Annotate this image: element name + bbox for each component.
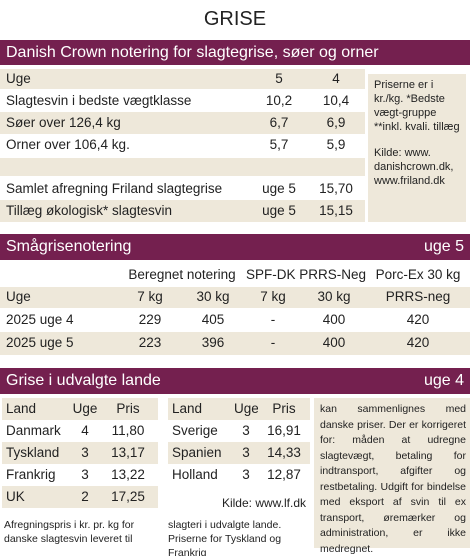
table-cell: Orner over 106,4 kg.	[6, 137, 130, 152]
section-heading: Smågrisenotering uge 5	[0, 234, 470, 260]
table-cell: 5,7	[269, 137, 289, 152]
header-cell: Uge	[72, 401, 98, 416]
table-cell: 10,2	[265, 93, 293, 108]
table-cell: 13,22	[111, 467, 145, 482]
table-cell: 17,25	[111, 489, 145, 504]
header-cell: Pris	[116, 401, 140, 416]
row-bg	[2, 398, 158, 420]
table-cell: 3	[81, 467, 89, 482]
row-bg	[0, 287, 470, 308]
header-cell: 7 kg	[260, 289, 286, 304]
table-cell: 3	[81, 445, 89, 460]
row-bg	[168, 442, 310, 464]
week: uge 5	[423, 238, 464, 255]
row-bg	[0, 200, 365, 222]
header-cell: Land	[172, 401, 203, 416]
table-cell: 2025 uge 4	[6, 312, 74, 327]
row-bg	[168, 398, 310, 420]
table-cell: 16,91	[267, 423, 301, 438]
header-cell: 30 kg	[317, 289, 351, 304]
note-box: Priserne er i kr./kg. *Bedste vægt-grupp…	[368, 74, 466, 222]
header-cell: PRRS-neg	[385, 289, 451, 304]
table-cell: Frankrig	[6, 467, 56, 482]
table-cell: uge 5	[262, 203, 296, 218]
body-text: slagteri i udvalgte lande. Priserne for …	[168, 519, 282, 556]
row-bg	[0, 158, 365, 176]
header-cell: Pris	[272, 401, 296, 416]
group-header: Beregnet notering	[128, 267, 236, 282]
table-cell: 15,15	[319, 203, 353, 218]
header-cell: 4	[332, 71, 340, 86]
table-cell: 6,7	[269, 115, 289, 130]
table-cell: Sverige	[172, 423, 218, 438]
body-text: Afregningspris i kr. pr. kg for danske s…	[4, 519, 135, 545]
table-cell: Tillæg økologisk* slagtesvin	[6, 203, 173, 218]
table-cell: 2	[81, 489, 89, 504]
row-bg	[2, 486, 158, 508]
table-cell: UK	[6, 489, 25, 504]
table-cell: uge 5	[262, 181, 296, 196]
table-cell: 229	[138, 312, 162, 327]
heading-text: Grise i udvalgte lande	[6, 372, 161, 389]
header-cell: 7 kg	[137, 289, 163, 304]
table-cell: 400	[322, 335, 346, 350]
table-cell: 420	[406, 335, 430, 350]
source: Kilde: www. danishcrown.dk, www.friland.…	[374, 147, 454, 187]
table-cell: 3	[242, 445, 250, 460]
table-cell: Søer over 126,4 kg	[6, 115, 121, 130]
header-cell: 30 kg	[196, 289, 230, 304]
row-bg	[0, 332, 470, 355]
table-cell: Tyskland	[6, 445, 60, 460]
table-cell: 3	[242, 423, 250, 438]
table-cell: 13,17	[111, 445, 145, 460]
text-bg	[314, 398, 470, 548]
note: Priserne er i kr./kg. *Bedste vægt-grupp…	[374, 79, 460, 133]
heading-text: Smågrisenotering	[6, 238, 132, 255]
table-cell: 420	[406, 312, 430, 327]
section-heading: Grise i udvalgte lande uge 4	[0, 368, 470, 394]
table-cell: Spanien	[172, 445, 222, 460]
group-header: SPF-DK PRRS-Neg	[246, 267, 366, 282]
table-cell: 5,9	[326, 137, 346, 152]
table-cell: 4	[81, 423, 89, 438]
header-cell: Uge	[234, 401, 258, 416]
header-cell: Land	[6, 401, 37, 416]
table-cell: Slagtesvin i bedste vægtklasse	[6, 93, 192, 108]
table-cell: 10,4	[322, 93, 350, 108]
row-bg	[2, 442, 158, 464]
table-cell: 11,80	[111, 423, 145, 438]
table-cell: -	[270, 335, 276, 350]
table-cell: 6,9	[326, 115, 346, 130]
table-cell: 2025 uge 5	[6, 335, 74, 350]
table-cell: 3	[242, 467, 250, 482]
table-cell: Samlet afregning Friland slagtegrise	[6, 181, 223, 196]
source: Kilde: www.lf.dk	[221, 496, 306, 510]
table-cell: -	[270, 312, 276, 327]
table-cell: 223	[138, 335, 162, 350]
table-cell: Danmark	[6, 423, 61, 438]
header-cell: Uge	[6, 289, 31, 304]
row-bg	[0, 69, 365, 89]
table-cell: Holland	[172, 467, 218, 482]
section-heading: Danish Crown notering for slagtegrise, s…	[0, 40, 470, 65]
body-text: kan sammenlignes med danske priser. Der …	[320, 403, 466, 555]
table-cell: 400	[322, 312, 346, 327]
table-cell: 14,33	[267, 445, 301, 460]
page-title: GRISE	[203, 8, 267, 30]
table-cell: 405	[201, 312, 225, 327]
header-cell: 5	[275, 71, 283, 86]
table-cell: 12,87	[267, 467, 301, 482]
table-cell: 396	[201, 335, 225, 350]
row-bg	[0, 112, 365, 134]
week: uge 4	[423, 372, 464, 389]
group-header: Porc-Ex 30 kg	[375, 267, 461, 282]
header-cell: Uge	[6, 71, 31, 86]
table-cell: 15,70	[319, 181, 353, 196]
